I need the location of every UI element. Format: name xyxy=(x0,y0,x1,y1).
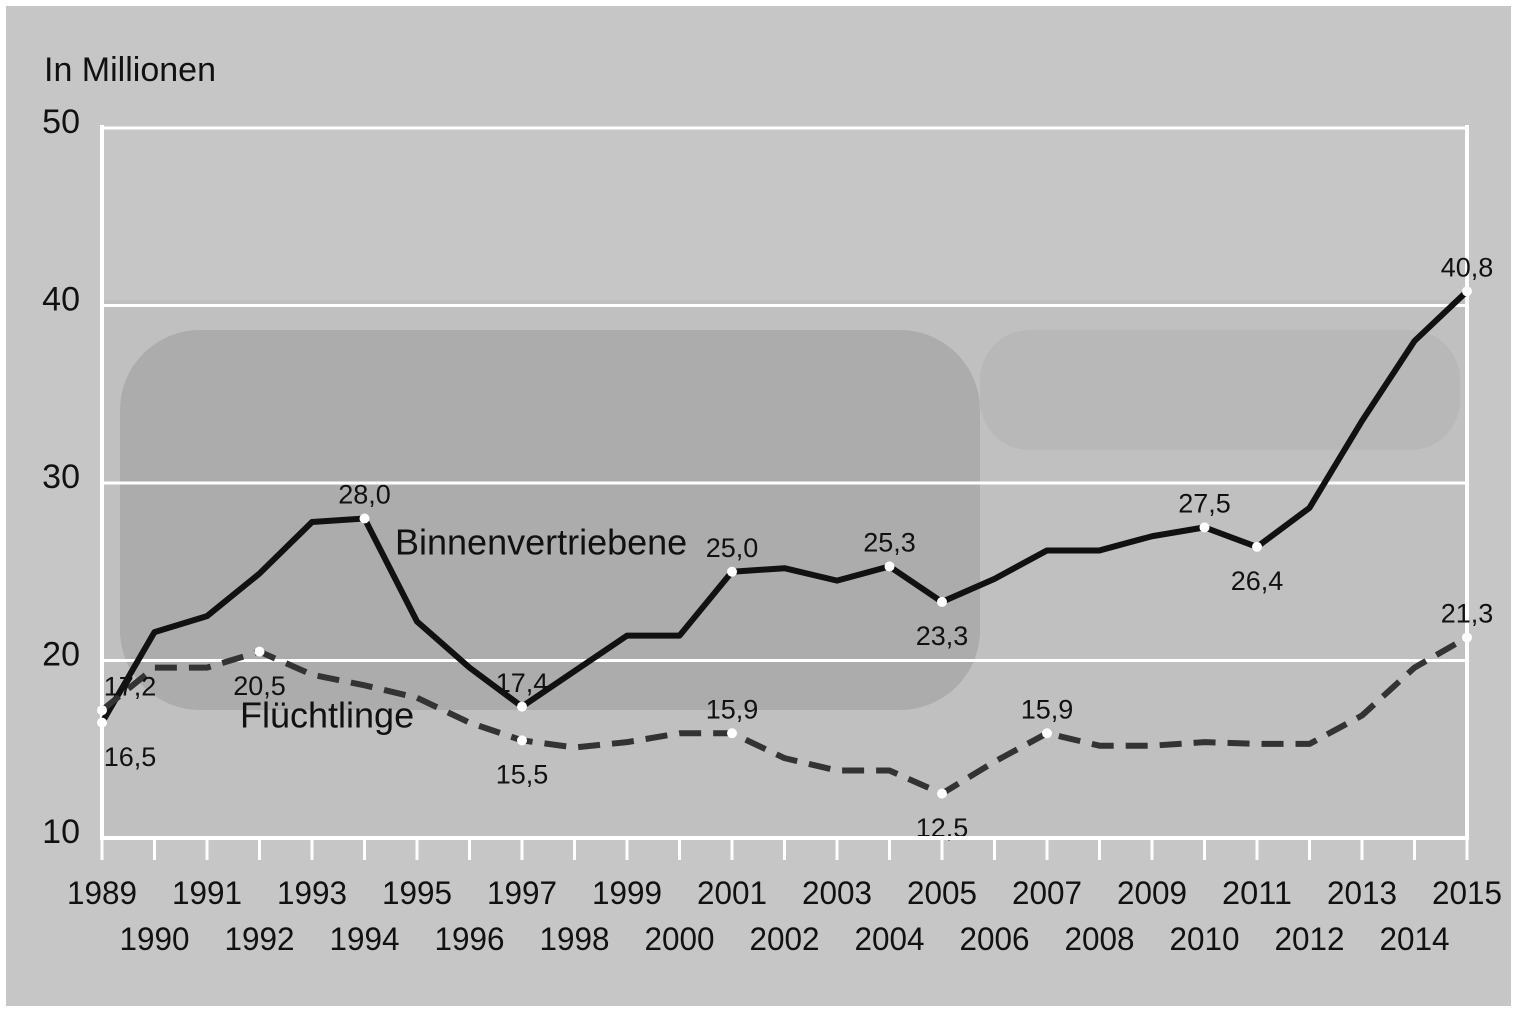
data-point xyxy=(885,561,895,571)
x-tick-label: 2012 xyxy=(1275,921,1345,957)
x-tick-label: 1992 xyxy=(225,921,295,957)
data-label: 40,8 xyxy=(1441,252,1494,282)
chart: In Millionen 10 20 30 40 50 1989 1990 1991 1992 1… xyxy=(0,0,1517,1012)
x-tick-label: 1998 xyxy=(540,921,610,957)
x-tick-label: 1989 xyxy=(67,875,137,911)
y-axis-title: In Millionen xyxy=(44,51,216,89)
x-tick-label: 1991 xyxy=(172,875,242,911)
data-label: 25,3 xyxy=(863,528,916,558)
y-tick-label: 40 xyxy=(42,280,80,318)
x-tick-label: 1996 xyxy=(435,921,505,957)
x-tick-label: 2011 xyxy=(1222,875,1292,911)
y-tick-label: 50 xyxy=(42,103,80,141)
x-tick-label: 2015 xyxy=(1432,875,1502,911)
data-point xyxy=(97,718,107,728)
data-point xyxy=(1462,632,1472,642)
data-label: 16,5 xyxy=(104,742,157,772)
x-tick-label: 2003 xyxy=(802,875,872,911)
data-point xyxy=(937,789,947,799)
x-tick-label: 1995 xyxy=(382,875,452,911)
y-tick-label: 10 xyxy=(42,813,80,851)
data-label: 23,3 xyxy=(916,621,969,651)
x-tick-label: 2009 xyxy=(1117,875,1187,911)
x-tick-label: 1994 xyxy=(330,921,400,957)
data-point xyxy=(1200,522,1210,532)
x-tick-label: 2005 xyxy=(907,875,977,911)
data-point xyxy=(1462,286,1472,296)
data-label: 15,9 xyxy=(706,694,759,724)
x-tick-label: 2004 xyxy=(855,921,925,957)
data-point xyxy=(1042,728,1052,738)
x-tick-label: 2013 xyxy=(1327,875,1397,911)
data-label: 15,5 xyxy=(496,760,549,790)
x-tick-label: 1993 xyxy=(277,875,347,911)
series-name: Flüchtlinge xyxy=(240,695,414,736)
x-tick-label: 2014 xyxy=(1380,921,1450,957)
x-tick-label: 2001 xyxy=(697,875,767,911)
data-point xyxy=(727,567,737,577)
data-label: 17,2 xyxy=(104,671,157,701)
data-label: 28,0 xyxy=(338,480,391,510)
backdrop-figures xyxy=(120,330,980,710)
data-point xyxy=(517,702,527,712)
x-tick-label: 1990 xyxy=(120,921,190,957)
y-tick-label: 20 xyxy=(42,635,80,673)
data-point xyxy=(255,647,265,657)
x-tick-label: 2000 xyxy=(645,921,715,957)
x-tick-label: 2006 xyxy=(960,921,1030,957)
data-label: 26,4 xyxy=(1231,566,1284,596)
data-point xyxy=(727,728,737,738)
x-tick-label: 2007 xyxy=(1012,875,1082,911)
data-point xyxy=(937,597,947,607)
backdrop-figures xyxy=(980,330,1460,450)
data-point xyxy=(1252,542,1262,552)
x-tick-label: 1997 xyxy=(487,875,557,911)
x-tick-label: 2002 xyxy=(750,921,820,957)
x-tick-label: 2010 xyxy=(1170,921,1240,957)
data-point xyxy=(517,735,527,745)
x-tick-label: 1999 xyxy=(592,875,662,911)
data-label: 17,4 xyxy=(496,668,549,698)
data-label: 25,0 xyxy=(706,533,759,563)
data-label: 15,9 xyxy=(1021,694,1074,724)
data-point xyxy=(97,705,107,715)
data-label: 27,5 xyxy=(1178,489,1231,519)
data-point xyxy=(360,514,370,524)
y-tick-label: 30 xyxy=(42,458,80,496)
page: In Millionen 10 20 30 40 50 1989 1990 1991 1992 1… xyxy=(0,0,1517,1017)
x-tick-label: 2008 xyxy=(1065,921,1135,957)
series-name: Binnenvertriebene xyxy=(395,522,687,563)
data-label: 21,3 xyxy=(1441,599,1494,629)
